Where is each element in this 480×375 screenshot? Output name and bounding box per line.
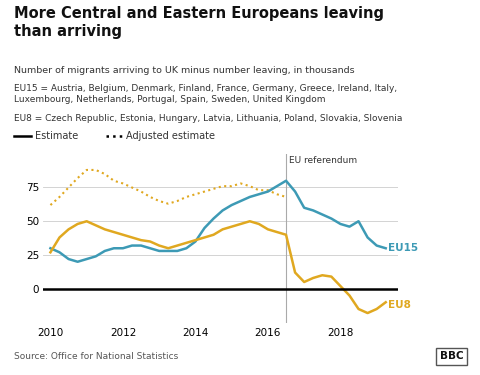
Text: Number of migrants arriving to UK minus number leaving, in thousands: Number of migrants arriving to UK minus … xyxy=(14,66,355,75)
Text: Estimate: Estimate xyxy=(35,131,78,141)
Text: EU15: EU15 xyxy=(387,243,418,253)
Text: EU referendum: EU referendum xyxy=(289,156,357,165)
Text: Adjusted estimate: Adjusted estimate xyxy=(126,131,215,141)
Text: BBC: BBC xyxy=(440,351,463,361)
Text: EU8: EU8 xyxy=(387,300,410,310)
Text: More Central and Eastern Europeans leaving
than arriving: More Central and Eastern Europeans leavi… xyxy=(14,6,384,39)
Text: EU8 = Czech Republic, Estonia, Hungary, Latvia, Lithuania, Poland, Slovakia, Slo: EU8 = Czech Republic, Estonia, Hungary, … xyxy=(14,114,403,123)
Text: EU15 = Austria, Belgium, Denmark, Finland, France, Germany, Greece, Ireland, Ita: EU15 = Austria, Belgium, Denmark, Finlan… xyxy=(14,84,397,105)
Text: Source: Office for National Statistics: Source: Office for National Statistics xyxy=(14,352,179,361)
